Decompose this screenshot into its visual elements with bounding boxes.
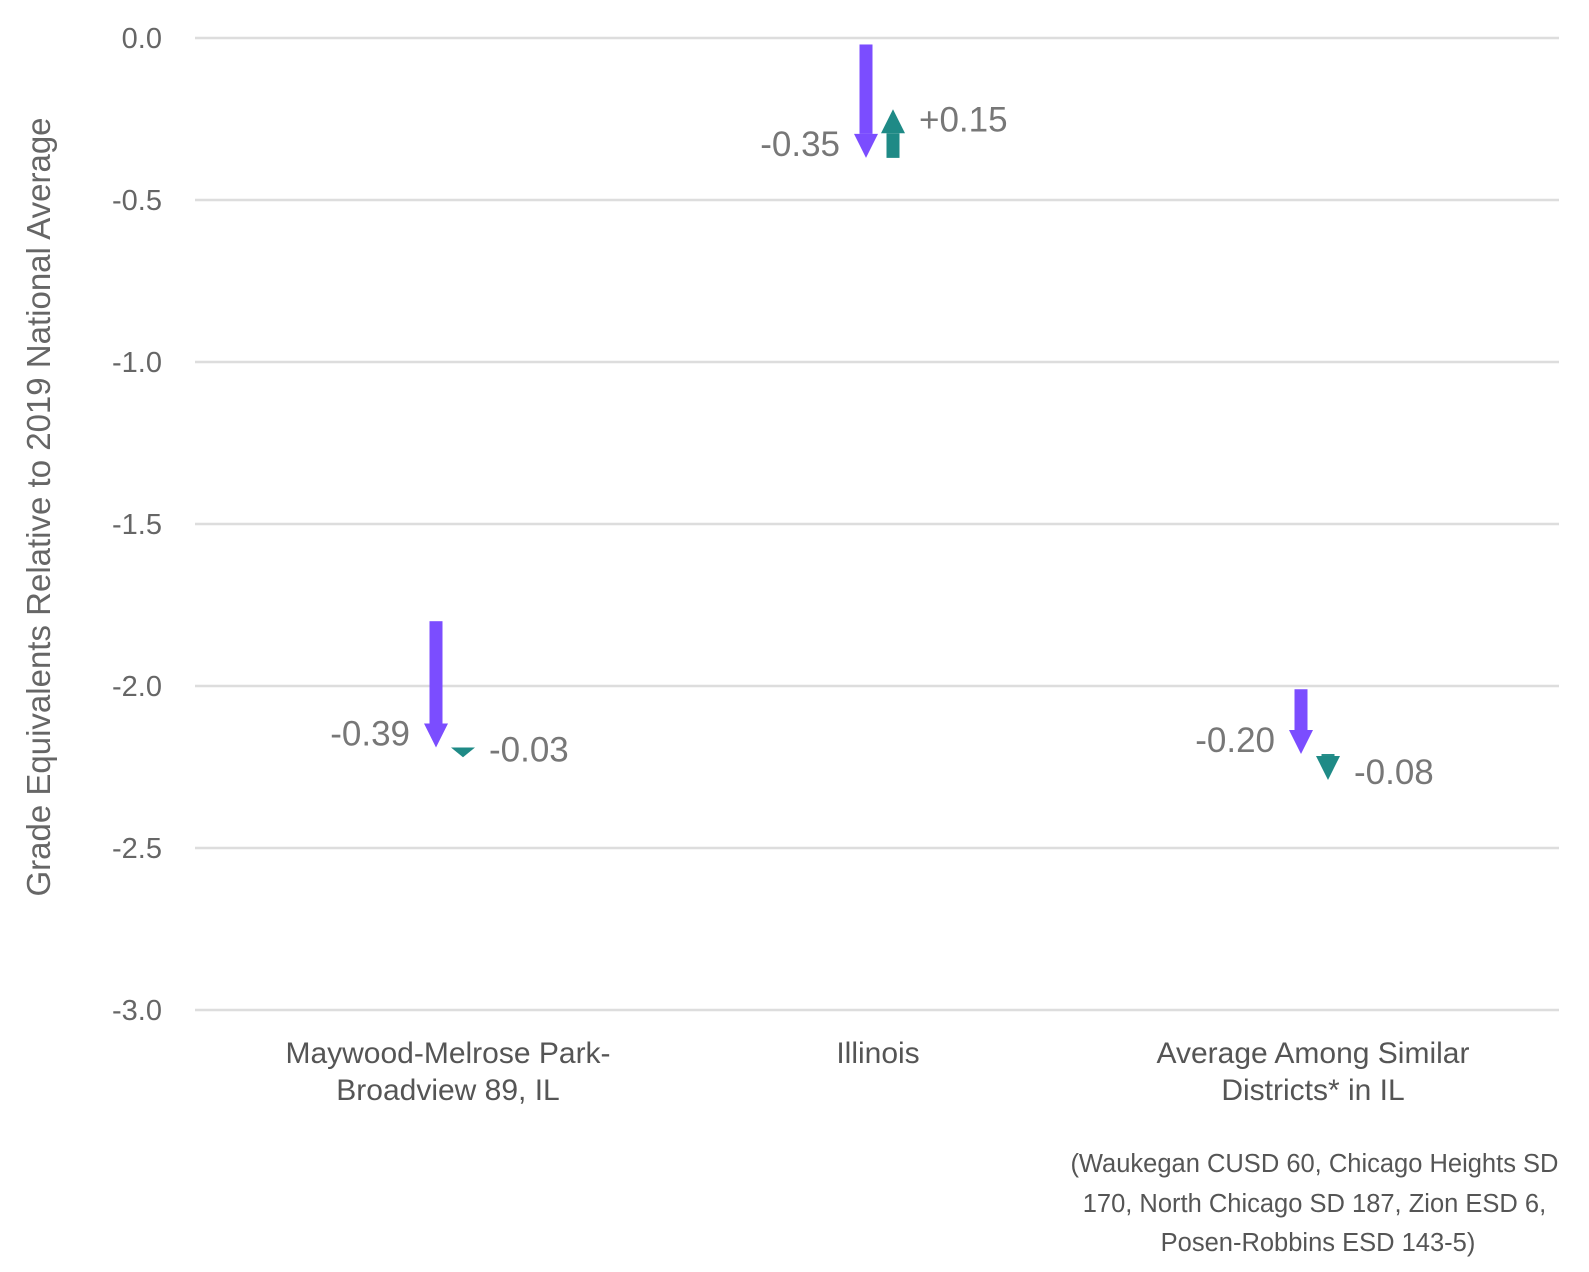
category-label-line: Average Among Similar	[1157, 1037, 1470, 1070]
first-change-label: -0.20	[1195, 721, 1275, 760]
first-change-arrow-head	[424, 723, 448, 748]
category-label: Illinois	[836, 1037, 919, 1070]
arrows	[424, 44, 1340, 780]
y-tick-label: 0.0	[122, 23, 162, 55]
second-change-arrow-shaft	[1321, 754, 1335, 756]
value-labels: -0.39 -0.03 -0.35 +0.15 -0.20 -0.08	[330, 100, 1434, 792]
first-change-arrow-shaft	[429, 621, 443, 724]
second-change-arrow	[881, 109, 905, 158]
category-label: Maywood-Melrose Park- Broadview 89, IL	[285, 1037, 610, 1107]
first-change-arrow	[854, 44, 878, 158]
y-tick-label: -1.5	[112, 509, 162, 541]
y-axis-label: Grade Equivalents Relative to 2019 Natio…	[20, 117, 57, 896]
second-change-label: -0.08	[1354, 753, 1434, 792]
note-line-2: 170, North Chicago SD 187, Zion ESD 6,	[1083, 1190, 1547, 1218]
second-change-label: +0.15	[919, 100, 1008, 139]
second-change-arrow-head	[1316, 755, 1340, 780]
first-change-label: -0.35	[760, 125, 840, 164]
first-change-arrow-shaft	[1294, 689, 1308, 731]
first-change-arrow-head	[854, 133, 878, 158]
y-tick-label: -0.5	[112, 185, 162, 217]
first-change-label: -0.39	[330, 715, 410, 754]
note-line-1: (Waukegan CUSD 60, Chicago Heights SD	[1070, 1150, 1558, 1178]
y-tick-label: -1.0	[112, 347, 162, 379]
second-change-arrow	[1316, 754, 1340, 780]
second-change-label: -0.03	[489, 730, 569, 769]
second-change-arrow	[451, 747, 475, 758]
similar-districts-note: (Waukegan CUSD 60, Chicago Heights SD 17…	[1070, 1150, 1565, 1257]
first-change-arrow	[1289, 689, 1313, 755]
category-label-line: Illinois	[836, 1037, 919, 1070]
second-change-arrow-head	[451, 747, 475, 758]
first-change-arrow-shaft	[859, 44, 873, 134]
y-tick-label: -3.0	[112, 995, 162, 1027]
second-change-arrow-head	[881, 109, 905, 134]
category-label: Average Among Similar Districts* in IL	[1157, 1037, 1470, 1107]
category-label-line: Districts* in IL	[1221, 1074, 1404, 1107]
y-tick-label: -2.0	[112, 671, 162, 703]
second-change-arrow-shaft	[886, 133, 900, 158]
category-label-line: Broadview 89, IL	[336, 1074, 559, 1107]
y-axis-ticks: 0.0 -0.5 -1.0 -1.5 -2.0 -2.5 -3.0	[112, 23, 162, 1027]
category-label-line: Maywood-Melrose Park-	[285, 1037, 610, 1070]
category-labels: Maywood-Melrose Park- Broadview 89, IL Ill…	[285, 1037, 1469, 1107]
y-tick-label: -2.5	[112, 833, 162, 865]
first-change-arrow-head	[1289, 730, 1313, 755]
gridlines	[195, 36, 1559, 1012]
first-change-arrow	[424, 621, 448, 748]
note-line-3: Posen-Robbins ESD 143-5)	[1161, 1229, 1476, 1257]
